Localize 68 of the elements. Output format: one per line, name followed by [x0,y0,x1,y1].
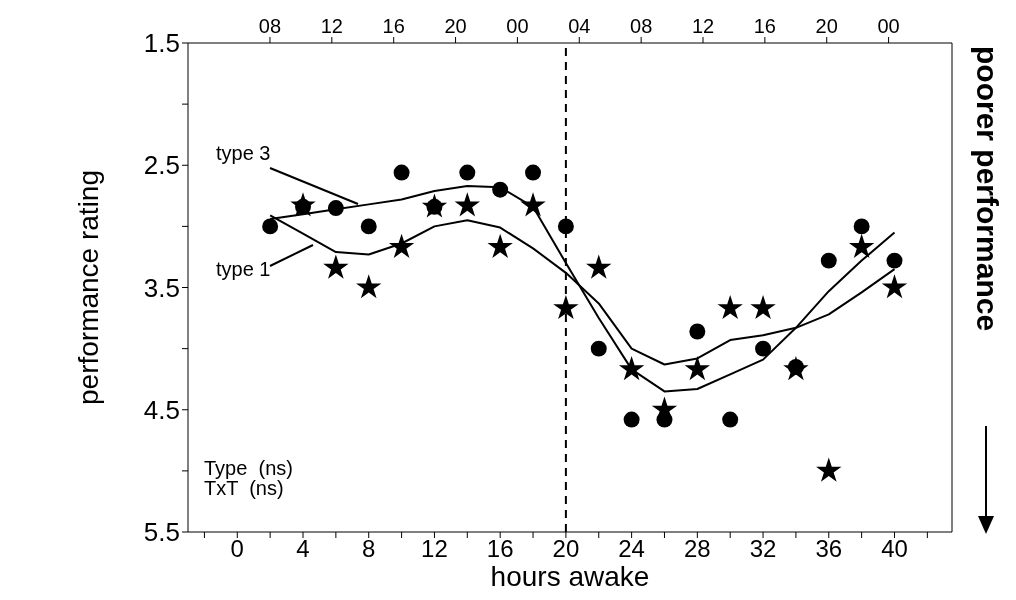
x-tick-label: 36 [815,535,843,563]
y-axis-title: performance rating [72,169,104,406]
point [717,294,743,320]
point [323,254,349,279]
point [459,164,476,181]
x2-tick-label: 12 [320,15,343,37]
y-tick-label: 4.5 [143,394,180,425]
y2-axis-title: poorer performance [970,46,1004,332]
point [421,193,448,218]
point [520,192,546,217]
point [586,254,612,279]
legend-label: type 1 [216,258,271,280]
x-tick-label: 8 [362,535,376,563]
x2-tick-label: 08 [630,15,653,37]
point [487,233,513,258]
x-tick-label: 40 [881,535,908,563]
annotation: Type (ns) [204,457,293,479]
point [722,411,739,428]
x-tick-label: 0 [230,535,244,563]
point [848,233,875,258]
point [454,192,481,217]
point [750,294,776,320]
point [492,181,509,198]
y-tick-label: 5.5 [143,517,180,548]
point [820,252,837,269]
x-tick-label: 32 [749,535,777,563]
point [553,294,579,320]
point [816,457,842,482]
x-tick-label: 28 [683,535,711,563]
x2-tick-label: 00 [877,15,900,37]
x2-tick-label: 20 [815,15,838,37]
point [783,356,809,381]
point [881,274,908,299]
x2-tick-label: 20 [444,15,467,37]
point [356,274,382,299]
point [853,218,870,235]
point [886,252,903,269]
point [651,396,678,421]
point [689,323,706,340]
x2-tick-label: 16 [382,15,405,37]
x-tick-label: 12 [421,535,448,563]
point [684,356,711,381]
x2-tick-label: 00 [506,15,529,37]
y-tick-label: 2.5 [143,150,180,181]
point [327,200,344,216]
x-tick-label: 20 [552,535,580,563]
x-tick-label: 16 [486,535,514,563]
point [360,218,377,235]
point [590,340,607,357]
point [557,218,574,235]
y-tick-label: 1.5 [143,28,180,59]
x2-tick-label: 04 [568,15,591,37]
x2-tick-label: 12 [691,15,715,37]
text: type 3 [216,142,271,164]
point [623,411,640,428]
x2-tick-label: 08 [258,15,282,37]
point [388,233,415,258]
x-axis-title: hours awake [490,561,650,592]
x-tick-label: 4 [296,535,310,563]
point [262,218,279,235]
point [290,192,316,217]
x-tick-label: 24 [618,535,645,563]
point [393,164,410,181]
point [618,356,645,381]
point [755,340,772,357]
y-tick-label: 3.5 [143,272,180,303]
point [525,164,542,181]
x2-tick-label: 16 [753,15,776,37]
